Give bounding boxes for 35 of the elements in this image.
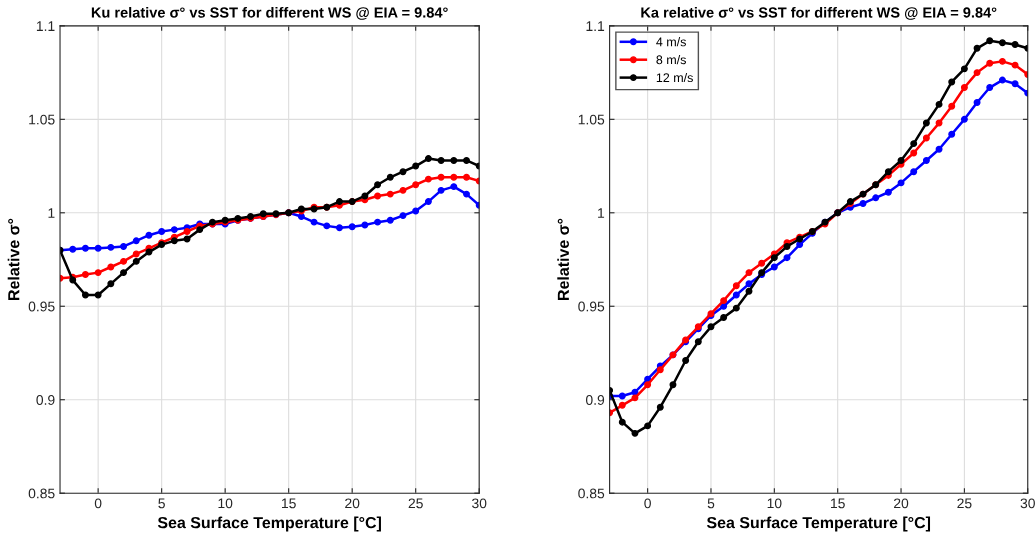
y-tick-label: 1 — [48, 208, 55, 218]
y-tick-label: 1.05 — [29, 114, 55, 125]
y-tick-label: 0.9 — [36, 395, 55, 405]
x-tick-label: 10 — [218, 498, 233, 509]
legend-label: 8 m/s — [656, 55, 686, 65]
y-tick-label: 1.1 — [586, 21, 605, 31]
y-tick-label: 1.1 — [36, 21, 55, 31]
x-tick-label: 5 — [707, 498, 715, 509]
x-tick-label: 15 — [282, 498, 296, 509]
y-tick-label: 1.05 — [578, 114, 605, 125]
x-tick-label: 5 — [158, 498, 165, 509]
x-tick-label: 0 — [644, 498, 651, 509]
x-tick-label: 0 — [94, 498, 102, 509]
x-tick-label: 20 — [345, 498, 360, 509]
y-tick-label: 0.95 — [578, 301, 605, 312]
x-tick-label: 15 — [831, 498, 845, 509]
x-axis-title: Sea Surface Temperature [°C] — [157, 516, 381, 532]
x-tick-label: 30 — [472, 498, 487, 509]
legend-label: 12 m/s — [656, 72, 693, 83]
x-tick-label: 25 — [957, 498, 972, 509]
y-tick-label: 0.85 — [28, 488, 55, 499]
y-axis-title: Relative σ° — [7, 218, 20, 300]
chart-title: Ku relative σ° vs SST for different WS @ EIA = 9.84° — [91, 6, 448, 20]
y-tick-label: 1 — [598, 208, 605, 218]
x-axis-title: Sea Surface Temperature [°C] — [706, 516, 931, 532]
legend-label: 4 m/s — [656, 37, 686, 47]
y-tick-label: 0.9 — [585, 395, 605, 405]
y-tick-label: 0.85 — [578, 488, 605, 499]
x-tick-label: 10 — [767, 498, 782, 509]
x-tick-label: 30 — [1020, 498, 1035, 509]
x-tick-label: 20 — [894, 498, 909, 509]
y-axis-title: Relative σ° — [557, 218, 570, 300]
chart-title: Ka relative σ° vs SST for different WS @ EIA = 9.84° — [641, 6, 997, 20]
x-tick-label: 25 — [408, 498, 423, 509]
y-tick-label: 0.95 — [28, 301, 55, 312]
